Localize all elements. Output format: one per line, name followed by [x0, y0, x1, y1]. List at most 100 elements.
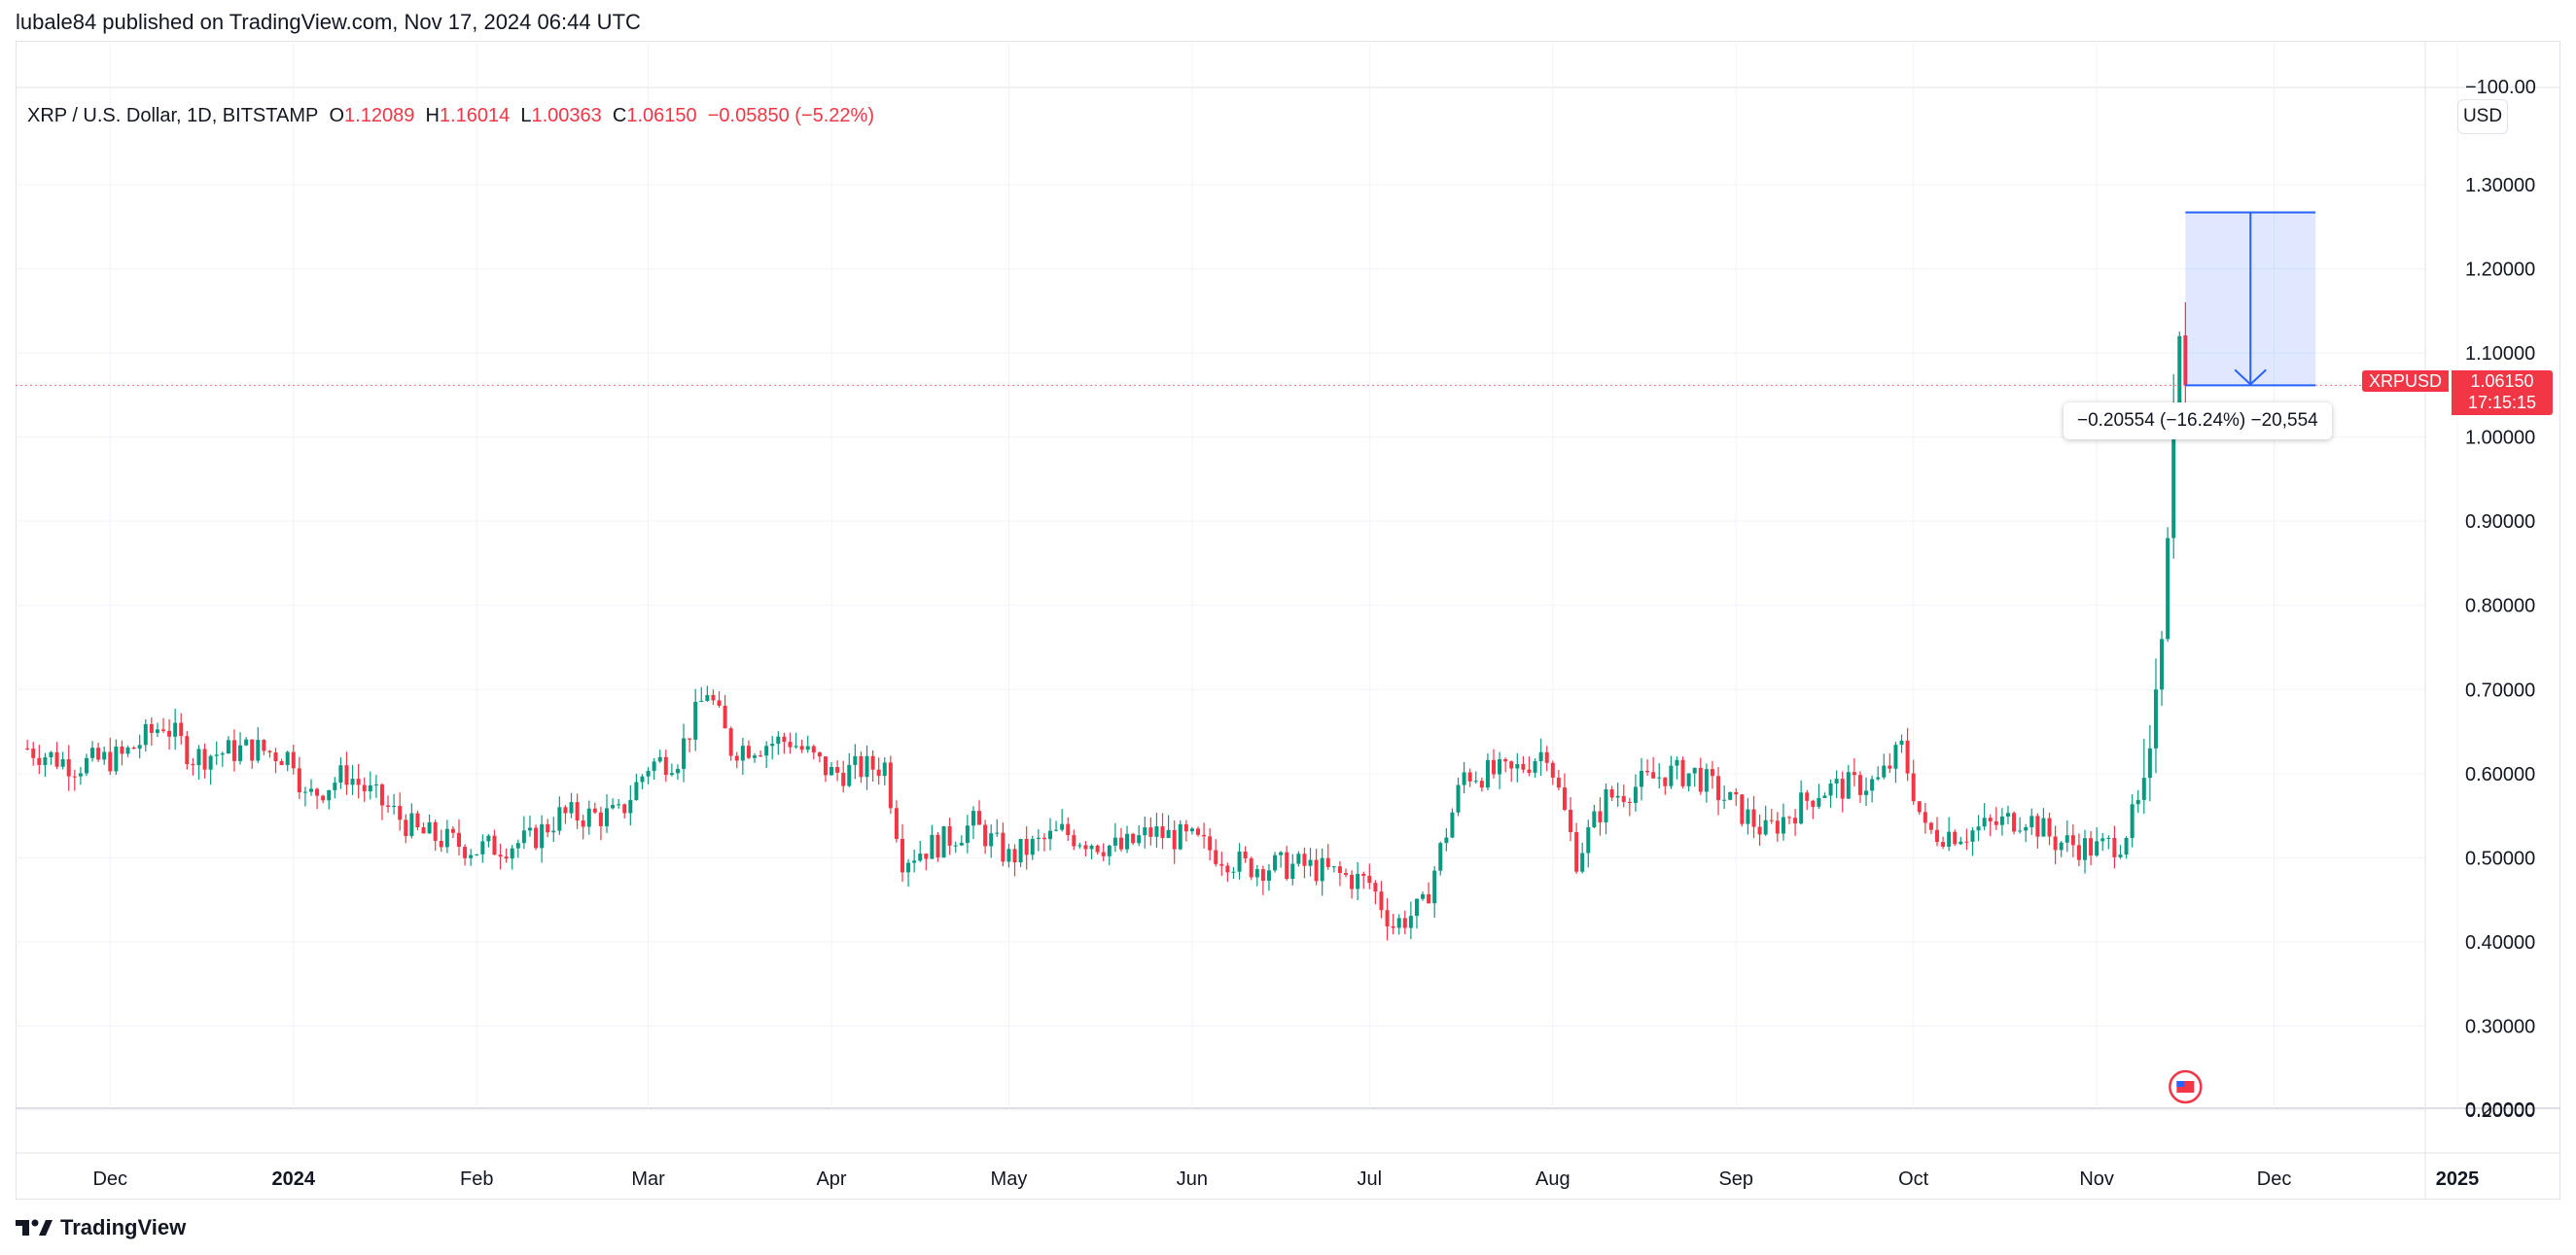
candle-body	[1740, 794, 1745, 824]
candle-body	[1361, 873, 1366, 876]
candle-body	[2118, 854, 2123, 857]
candle-body	[2124, 837, 2129, 855]
candle-body	[315, 788, 320, 796]
candle-body	[882, 762, 887, 777]
candle-body	[1077, 845, 1082, 847]
candle-body	[1686, 773, 1691, 786]
candle-body	[1988, 818, 1993, 821]
candle-body	[740, 746, 745, 761]
candle-body	[404, 819, 408, 837]
y-tick-label: 0.70000	[2465, 680, 2535, 701]
candle-body	[1237, 851, 1242, 872]
candle-body	[989, 833, 994, 847]
candle-body	[273, 751, 278, 761]
candle-body	[2029, 816, 2034, 827]
candle-body	[1928, 822, 1933, 830]
candle-body	[1846, 772, 1851, 799]
candle-body	[1166, 829, 1171, 839]
candles	[25, 302, 2188, 941]
candle-body	[1208, 836, 1213, 851]
candle-body	[847, 764, 852, 786]
candle-body	[1385, 910, 1390, 926]
candle-body	[2047, 818, 2052, 837]
candle-body	[1704, 769, 1709, 792]
tradingview-brand[interactable]: TradingView	[16, 1215, 186, 1240]
candle-body	[309, 788, 313, 792]
x-tick-label: Apr	[816, 1168, 846, 1190]
candle-body	[1379, 891, 1384, 911]
candle-body	[693, 701, 698, 740]
candle-body	[900, 839, 904, 873]
x-axis: Dec 2024 Feb Mar Apr May Jun Jul Aug Sep Oct Nov Dec…	[92, 1168, 2479, 1190]
candle-body	[1734, 791, 1739, 795]
candle-body	[682, 738, 687, 769]
candle-body	[935, 834, 940, 858]
candle-body	[510, 848, 514, 859]
candle-body	[1651, 772, 1656, 779]
x-tick-label: Aug	[1535, 1168, 1570, 1190]
candle-body	[1893, 745, 1898, 769]
candle-body	[1521, 764, 1526, 770]
y-axis: 0.20000 0.30000 0.40000 0.50000 0.60000 0.700…	[2465, 77, 2536, 1122]
candle-body	[959, 843, 964, 846]
candle-body	[1402, 918, 1407, 928]
candle-body	[1569, 810, 1573, 832]
candle-body	[1254, 869, 1259, 878]
candle-body	[1763, 819, 1768, 835]
candle-body	[1178, 823, 1182, 850]
candle-body	[888, 762, 893, 809]
candle-body	[125, 747, 130, 754]
candle-body	[1982, 818, 1987, 827]
candle-body	[1118, 837, 1123, 850]
candle-body	[285, 751, 290, 766]
candle-body	[2171, 403, 2176, 539]
candle-body	[469, 854, 474, 858]
candle-body	[1799, 792, 1804, 824]
candle-body	[1970, 830, 1975, 842]
candle-body	[291, 751, 296, 769]
candle-body	[433, 821, 438, 841]
candle-body	[1716, 776, 1721, 801]
candle-body	[1592, 811, 1597, 827]
candle-body	[457, 832, 461, 848]
candle-body	[179, 722, 184, 737]
candle-body	[1485, 759, 1490, 788]
candle-body	[1905, 740, 1910, 774]
candle-body	[450, 828, 455, 833]
x-tick-label: Dec	[2257, 1168, 2292, 1190]
candle-body	[646, 770, 651, 777]
candle-body	[202, 749, 207, 770]
candle-body	[2130, 804, 2135, 838]
candle-body	[2183, 335, 2188, 386]
symbol-price-label: XRPUSD	[2362, 370, 2450, 392]
candle-body	[1101, 852, 1106, 856]
candle-body	[2035, 816, 2040, 837]
candle-body	[1225, 865, 1230, 873]
candle-body	[84, 757, 88, 774]
candle-body	[373, 784, 378, 785]
candle-body	[463, 847, 468, 858]
candle-body	[1219, 863, 1224, 866]
candle-body	[782, 736, 787, 743]
candle-body	[1544, 751, 1549, 763]
candle-body	[669, 773, 674, 776]
candle-body	[611, 805, 616, 809]
candle-body	[1515, 764, 1520, 769]
candle-body	[1337, 866, 1342, 874]
candle-body	[965, 825, 970, 844]
candle-body	[54, 751, 59, 767]
legend-low: 1.00363	[531, 105, 602, 126]
candle-body	[1657, 777, 1662, 779]
candle-body	[185, 736, 190, 765]
currency-button[interactable]: USD	[2457, 99, 2508, 134]
x-tick-label: 2024	[272, 1168, 316, 1190]
candle-body	[557, 807, 562, 831]
candle-body	[31, 749, 36, 758]
candle-body	[333, 783, 337, 790]
candle-body	[1615, 795, 1620, 798]
candle-body	[876, 769, 881, 777]
candle-body	[1811, 800, 1816, 807]
y-tick-label: 1.30000	[2465, 175, 2535, 196]
candle-body	[605, 808, 609, 826]
